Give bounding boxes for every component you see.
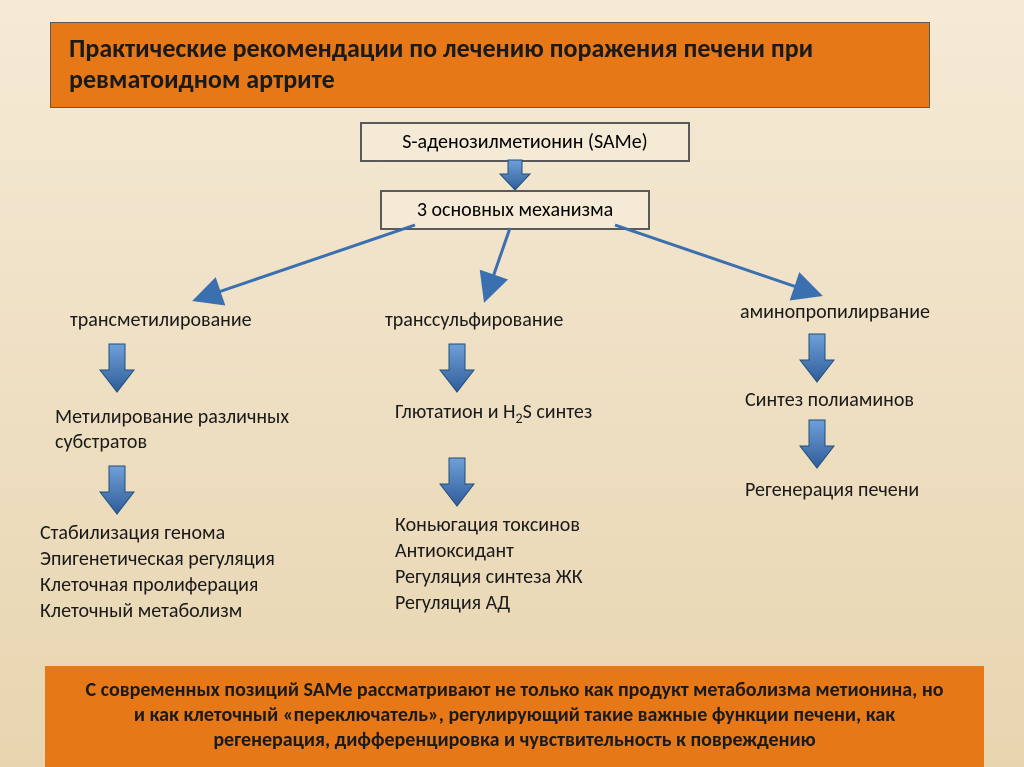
arrow-left-2-3 bbox=[100, 466, 134, 514]
arrow-mid-1-2 bbox=[440, 344, 474, 392]
arrow-mid-2-3 bbox=[440, 458, 474, 506]
arrow-left-1-2 bbox=[100, 344, 134, 392]
arrow-right-1-2 bbox=[800, 334, 834, 382]
arrow-right-2-3 bbox=[800, 420, 834, 468]
arrow-mech-to-right bbox=[0, 0, 1024, 767]
